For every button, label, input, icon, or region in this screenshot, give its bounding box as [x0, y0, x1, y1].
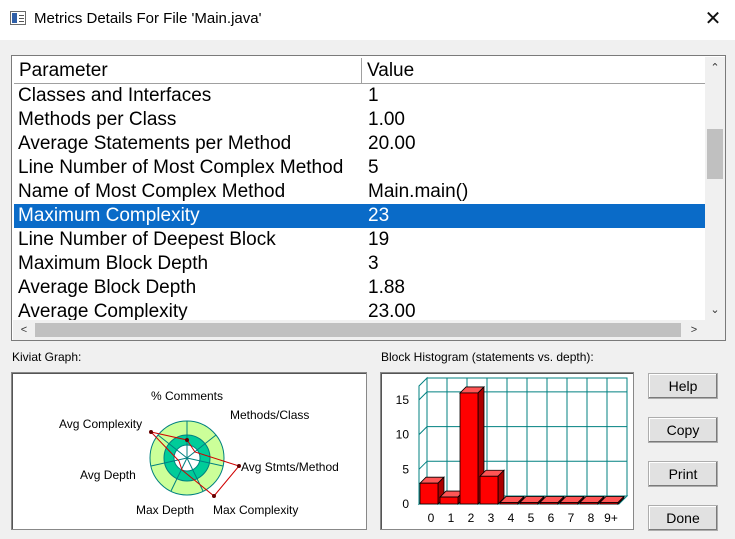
- x-tick-label: 9+: [604, 511, 618, 525]
- kiviat-axis-label: Max Depth: [136, 503, 194, 517]
- y-tick-label: 15: [396, 393, 410, 407]
- scroll-left-icon[interactable]: <: [20, 324, 28, 336]
- table-row[interactable]: Average Block Depth 1.88: [14, 276, 706, 300]
- x-tick-label: 6: [548, 511, 555, 525]
- title-bar: Metrics Details For File 'Main.java' ✕: [0, 0, 735, 40]
- x-tick-label: 8: [588, 511, 595, 525]
- kiviat-axis-label: Methods/Class: [230, 408, 309, 422]
- histogram-label: Block Histogram (statements vs. depth):: [381, 350, 594, 364]
- help-button[interactable]: Help: [648, 373, 718, 399]
- app-icon: [10, 11, 26, 25]
- horizontal-scrollbar[interactable]: < >: [13, 320, 725, 340]
- x-tick-label: 3: [488, 511, 495, 525]
- kiviat-data-polygon: [149, 431, 240, 497]
- param-cell: Maximum Complexity: [18, 205, 200, 226]
- x-tick-label: 0: [428, 511, 435, 525]
- y-tick-label: 10: [396, 428, 410, 442]
- table-row[interactable]: Maximum Block Depth 3: [14, 252, 706, 276]
- scroll-right-icon[interactable]: >: [690, 324, 698, 336]
- table-row[interactable]: Classes and Interfaces 1: [14, 84, 706, 108]
- histogram-gridline: [418, 460, 428, 470]
- param-cell: Name of Most Complex Method: [18, 181, 286, 202]
- value-cell: 19: [368, 229, 390, 250]
- table-row-selected[interactable]: Maximum Complexity 23: [14, 204, 706, 228]
- histogram-bar: [519, 502, 539, 505]
- histogram-gridline: [418, 391, 428, 401]
- histogram-bar: [419, 482, 439, 505]
- column-header-parameter[interactable]: Parameter: [14, 58, 362, 83]
- table-row[interactable]: Methods per Class 1.00: [14, 108, 706, 132]
- vertical-scroll-thumb[interactable]: [707, 129, 723, 179]
- x-tick-label: 4: [508, 511, 515, 525]
- x-tick-label: 1: [448, 511, 455, 525]
- histogram-bar: [579, 502, 599, 505]
- x-tick-label: 2: [468, 511, 475, 525]
- table-row[interactable]: Average Complexity 23.00: [14, 300, 706, 322]
- vertical-scrollbar[interactable]: ⌃ ⌄: [705, 57, 725, 320]
- kiviat-axis-label: % Comments: [151, 389, 223, 403]
- param-cell: Methods per Class: [18, 109, 177, 130]
- param-cell: Line Number of Deepest Block: [18, 229, 276, 250]
- value-cell: 5: [368, 157, 379, 178]
- param-cell: Average Block Depth: [18, 277, 197, 298]
- window-title: Metrics Details For File 'Main.java': [34, 10, 262, 27]
- y-tick-label: 0: [402, 497, 409, 511]
- histogram-bar: [559, 502, 579, 505]
- value-cell: 20.00: [368, 133, 416, 154]
- scroll-up-icon[interactable]: ⌃: [710, 62, 720, 74]
- param-cell: Average Complexity: [18, 301, 188, 322]
- column-header-value[interactable]: Value: [367, 60, 415, 81]
- table-row[interactable]: Line Number of Most Complex Method 5: [14, 156, 706, 180]
- value-cell: 23.00: [368, 301, 416, 322]
- value-cell: 1.88: [368, 277, 405, 298]
- value-cell: 23: [368, 205, 390, 226]
- y-tick-label: 5: [402, 462, 409, 476]
- kiviat-axis-label: Avg Stmts/Method: [241, 460, 339, 474]
- kiviat-graph: % Comments Methods/Class Avg Stmts/Metho…: [59, 389, 339, 517]
- x-tick-label: 7: [568, 511, 575, 525]
- value-cell: 1: [368, 85, 379, 106]
- kiviat-label: Kiviat Graph:: [12, 350, 82, 364]
- value-cell: 3: [368, 253, 379, 274]
- done-button[interactable]: Done: [648, 505, 718, 531]
- copy-button[interactable]: Copy: [648, 417, 718, 443]
- table-header: Parameter Value: [14, 58, 706, 84]
- table-row[interactable]: Line Number of Deepest Block 19: [14, 228, 706, 252]
- histogram-bar: [479, 475, 499, 505]
- param-cell: Average Statements per Method: [18, 133, 292, 154]
- histogram-panel: 0 5 10 15 0 1 2 3 4 5 6 7 8 9+: [380, 372, 634, 530]
- value-cell: 1.00: [368, 109, 405, 130]
- print-button[interactable]: Print: [648, 461, 718, 487]
- table-body: Classes and Interfaces 1 Methods per Clas…: [14, 84, 706, 322]
- table-row[interactable]: Name of Most Complex Method Main.main(): [14, 180, 706, 204]
- histogram-bar: [539, 502, 559, 505]
- histogram-gridline: [418, 426, 428, 435]
- histogram-bar: [499, 502, 519, 505]
- histogram-bar: [459, 392, 479, 505]
- table-row[interactable]: Average Statements per Method 20.00: [14, 132, 706, 156]
- histogram-bar: [439, 496, 459, 505]
- horizontal-scroll-thumb[interactable]: [35, 323, 681, 337]
- kiviat-axis-label: Avg Complexity: [59, 417, 142, 431]
- scroll-down-icon[interactable]: ⌄: [710, 304, 720, 316]
- param-cell: Classes and Interfaces: [18, 85, 212, 106]
- metrics-table[interactable]: Parameter Value Classes and Interfaces 1 …: [11, 55, 726, 341]
- kiviat-panel: % Comments Methods/Class Avg Stmts/Metho…: [11, 372, 367, 530]
- kiviat-axis-label: Avg Depth: [80, 468, 136, 482]
- kiviat-axis-label: Max Complexity: [213, 503, 298, 517]
- histogram-bar: [599, 502, 619, 505]
- value-cell: Main.main(): [368, 181, 469, 202]
- param-cell: Line Number of Most Complex Method: [18, 157, 344, 178]
- param-cell: Maximum Block Depth: [18, 253, 209, 274]
- close-icon[interactable]: ✕: [704, 8, 722, 30]
- x-tick-label: 5: [528, 511, 535, 525]
